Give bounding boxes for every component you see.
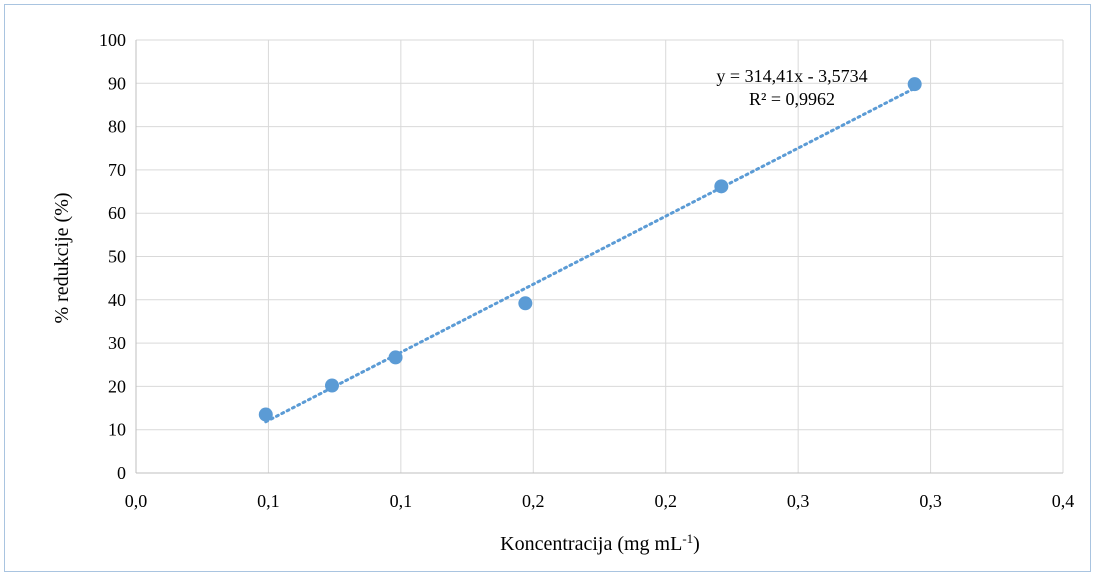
x-tick-label: 0,2 bbox=[654, 491, 677, 511]
trendline-layer bbox=[264, 86, 917, 424]
x-tick-label: 0,3 bbox=[787, 491, 810, 511]
y-axis-title: % redukcije (%) bbox=[51, 192, 73, 323]
y-tick-label: 30 bbox=[108, 333, 126, 353]
y-tick-label: 60 bbox=[108, 203, 126, 223]
x-axis-title: Koncentracija (mg mL-1) bbox=[500, 531, 700, 555]
axes bbox=[135, 40, 1063, 474]
data-point bbox=[907, 77, 922, 92]
gridlines bbox=[136, 39, 1064, 473]
tick-labels: 0 10 20 30 40 50 60 70 80 90 100 0,0 0,1 0,1 0,2 0,2 0,3… bbox=[99, 30, 1074, 511]
y-tick-label: 70 bbox=[108, 160, 126, 180]
x-tick-label: 0,4 bbox=[1052, 491, 1075, 511]
data-points bbox=[258, 77, 922, 422]
x-tick-label: 0,1 bbox=[390, 491, 413, 511]
x-tick-label: 0,0 bbox=[125, 491, 148, 511]
y-tick-label: 100 bbox=[99, 30, 126, 50]
data-point bbox=[714, 179, 729, 194]
y-tick-label: 0 bbox=[117, 463, 126, 483]
x-tick-label: 0,2 bbox=[522, 491, 545, 511]
x-tick-label: 0,3 bbox=[919, 491, 942, 511]
trendline bbox=[264, 86, 917, 424]
x-tick-label: 0,1 bbox=[257, 491, 280, 511]
y-tick-label: 90 bbox=[108, 73, 126, 93]
chart-frame bbox=[4, 4, 1091, 572]
trendline-equation: y = 314,41x - 3,5734 bbox=[716, 66, 867, 86]
r-squared-label: R² = 0,9962 bbox=[749, 89, 835, 109]
y-tick-label: 10 bbox=[108, 420, 126, 440]
y-tick-label: 50 bbox=[108, 247, 126, 267]
data-point bbox=[518, 296, 533, 311]
data-point bbox=[388, 350, 403, 365]
data-point bbox=[324, 378, 339, 393]
y-tick-label: 80 bbox=[108, 117, 126, 137]
data-point bbox=[258, 407, 273, 422]
y-tick-label: 20 bbox=[108, 376, 126, 396]
y-tick-label: 40 bbox=[108, 290, 126, 310]
